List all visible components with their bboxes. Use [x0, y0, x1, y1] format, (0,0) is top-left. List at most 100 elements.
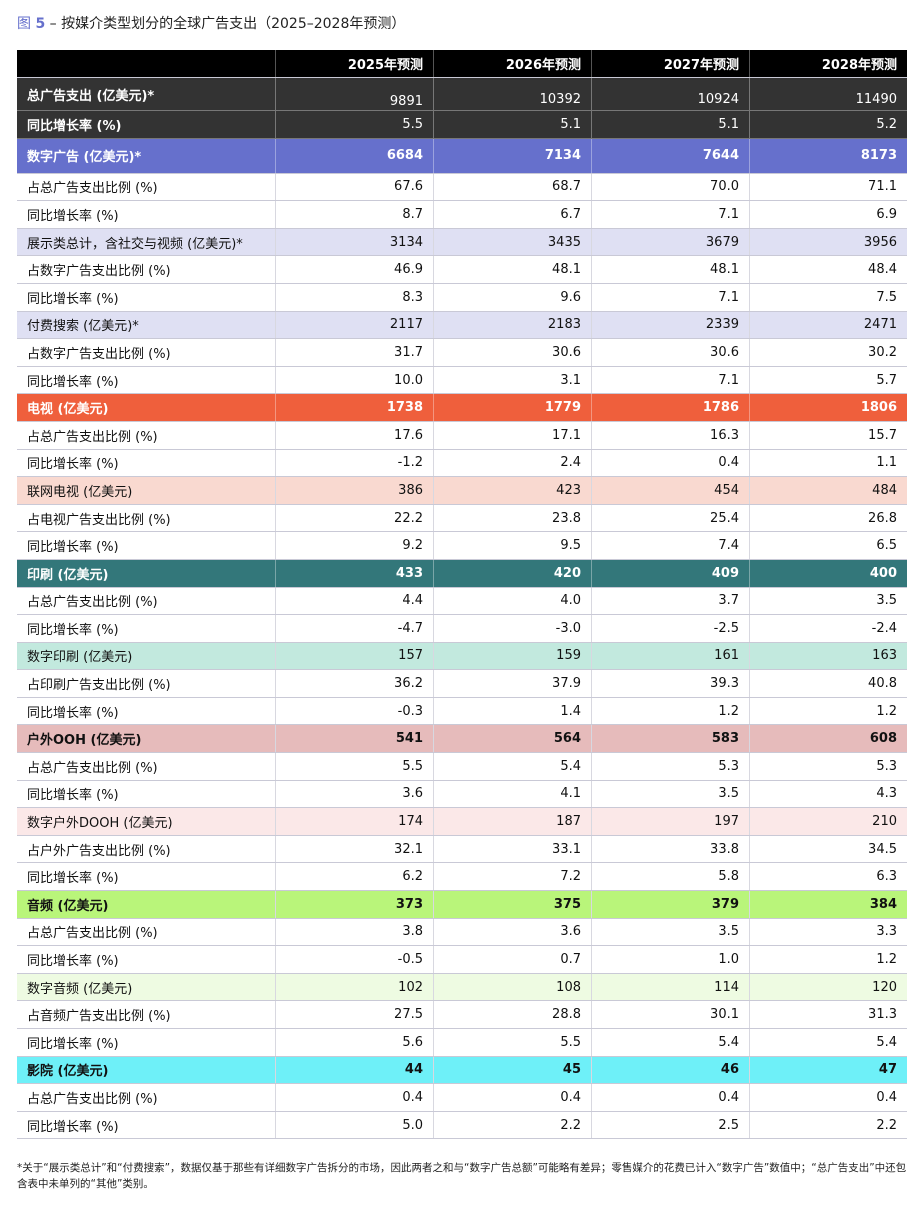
- table-row: 同比增长率 (%) 9.2 9.5 7.4 6.5: [17, 531, 907, 560]
- row-label: 户外OOH (亿美元): [17, 724, 276, 754]
- row-label: 同比增长率 (%): [17, 449, 276, 478]
- header-2026: 2026年预测: [433, 50, 592, 78]
- cell-2026: 420: [433, 559, 592, 588]
- cell-2027: 0.4: [591, 449, 750, 478]
- row-label: 同比增长率 (%): [17, 945, 276, 974]
- cell-2025: 10.0: [275, 366, 434, 395]
- table-row: 数字印刷 (亿美元) 157 159 161 163: [17, 642, 907, 671]
- cell-2026: 2183: [433, 311, 592, 340]
- cell-2026: 564: [433, 724, 592, 754]
- cell-2026: 68.7: [433, 173, 592, 202]
- cell-2026: -3.0: [433, 614, 592, 643]
- cell-2025: 32.1: [275, 835, 434, 864]
- table-row: 印刷 (亿美元) 433 420 409 400: [17, 559, 907, 588]
- cell-2025: 17.6: [275, 421, 434, 450]
- row-label: 占音频广告支出比例 (%): [17, 1000, 276, 1029]
- cell-2025: -1.2: [275, 449, 434, 478]
- cell-2028: 163: [749, 642, 907, 671]
- row-label: 数字广告 (亿美元)*: [17, 138, 276, 174]
- table-row: 同比增长率 (%) -0.3 1.4 1.2 1.2: [17, 697, 907, 726]
- table-row: 同比增长率 (%) 10.0 3.1 7.1 5.7: [17, 366, 907, 395]
- cell-2025: 6.2: [275, 862, 434, 892]
- cell-2027: 7.1: [591, 200, 750, 229]
- row-label: 同比增长率 (%): [17, 780, 276, 809]
- table-row: 同比增长率 (%) 5.6 5.5 5.4 5.4: [17, 1028, 907, 1057]
- cell-2027: 3679: [591, 228, 750, 257]
- table-row: 同比增长率 (%) -1.2 2.4 0.4 1.1: [17, 449, 907, 478]
- row-label: 占数字广告支出比例 (%): [17, 338, 276, 367]
- cell-2026: 30.6: [433, 338, 592, 367]
- row-label: 展示类总计，含社交与视频 (亿美元)*: [17, 228, 276, 257]
- cell-2027: 7644: [591, 138, 750, 174]
- table-row: 占电视广告支出比例 (%) 22.2 23.8 25.4 26.8: [17, 504, 907, 533]
- cell-2025: 2117: [275, 311, 434, 340]
- table-row: 数字音频 (亿美元) 102 108 114 120: [17, 973, 907, 1002]
- table-row: 同比增长率 (%) -0.5 0.7 1.0 1.2: [17, 945, 907, 974]
- cell-2026: 45: [433, 1056, 592, 1085]
- cell-2025: 3.6: [275, 780, 434, 809]
- cell-2026: 2.2: [433, 1111, 592, 1140]
- cell-2027: 1.0: [591, 945, 750, 974]
- row-label: 电视 (亿美元): [17, 393, 276, 422]
- cell-2026: 0.7: [433, 945, 592, 974]
- cell-2026: 7.2: [433, 862, 592, 892]
- row-label: 同比增长率 (%): [17, 531, 276, 560]
- row-label: 同比增长率 (%): [17, 862, 276, 892]
- cell-2026: 3435: [433, 228, 592, 257]
- cell-2028: 3.5: [749, 587, 907, 616]
- cell-2025: 3.8: [275, 918, 434, 947]
- cell-2025: 4.4: [275, 587, 434, 616]
- figure-title-text: – 按媒介类型划分的全球广告支出（2025–2028年预测）: [45, 16, 406, 32]
- cell-2028: 71.1: [749, 173, 907, 202]
- row-label: 印刷 (亿美元): [17, 559, 276, 588]
- cell-2028: 1.2: [749, 697, 907, 726]
- header-blank: [17, 50, 276, 78]
- cell-2028: 484: [749, 476, 907, 505]
- cell-2025: 541: [275, 724, 434, 754]
- cell-2026: 5.1: [433, 110, 592, 139]
- cell-2025: 67.6: [275, 173, 434, 202]
- cell-2028: 30.2: [749, 338, 907, 367]
- header-2027: 2027年预测: [591, 50, 750, 78]
- cell-2027: 16.3: [591, 421, 750, 450]
- cell-2026: 33.1: [433, 835, 592, 864]
- cell-2027: 10924: [591, 77, 750, 111]
- row-label: 联网电视 (亿美元): [17, 476, 276, 505]
- cell-2026: 375: [433, 890, 592, 919]
- cell-2026: 423: [433, 476, 592, 505]
- table-row: 占总广告支出比例 (%) 0.4 0.4 0.4 0.4: [17, 1083, 907, 1112]
- cell-2027: 5.4: [591, 1028, 750, 1057]
- table-row: 同比增长率 (%) -4.7 -3.0 -2.5 -2.4: [17, 614, 907, 643]
- cell-2028: 31.3: [749, 1000, 907, 1029]
- cell-2025: 44: [275, 1056, 434, 1085]
- cell-2026: 9.5: [433, 531, 592, 560]
- cell-2027: 48.1: [591, 255, 750, 284]
- cell-2025: 5.0: [275, 1111, 434, 1140]
- table-row: 电视 (亿美元) 1738 1779 1786 1806: [17, 393, 907, 422]
- table-row: 占总广告支出比例 (%) 3.8 3.6 3.5 3.3: [17, 918, 907, 947]
- cell-2025: 3134: [275, 228, 434, 257]
- cell-2028: 5.2: [749, 110, 907, 139]
- table-row: 同比增长率 (%) 8.3 9.6 7.1 7.5: [17, 283, 907, 312]
- cell-2028: 120: [749, 973, 907, 1002]
- row-label: 同比增长率 (%): [17, 1028, 276, 1057]
- cell-2028: 15.7: [749, 421, 907, 450]
- row-label: 占数字广告支出比例 (%): [17, 255, 276, 284]
- cell-2028: 384: [749, 890, 907, 919]
- cell-2025: 5.5: [275, 110, 434, 139]
- row-label: 占电视广告支出比例 (%): [17, 504, 276, 533]
- cell-2025: 102: [275, 973, 434, 1002]
- cell-2025: 174: [275, 807, 434, 836]
- table-row: 占总广告支出比例 (%) 5.5 5.4 5.3 5.3: [17, 752, 907, 781]
- cell-2025: 0.4: [275, 1083, 434, 1112]
- cell-2025: 31.7: [275, 338, 434, 367]
- row-label: 占总广告支出比例 (%): [17, 421, 276, 450]
- cell-2028: 47: [749, 1056, 907, 1085]
- cell-2026: 187: [433, 807, 592, 836]
- cell-2028: 608: [749, 724, 907, 754]
- cell-2027: 7.4: [591, 531, 750, 560]
- cell-2027: 1786: [591, 393, 750, 422]
- cell-2028: 210: [749, 807, 907, 836]
- row-label: 总广告支出 (亿美元)*: [17, 77, 276, 111]
- cell-2027: 114: [591, 973, 750, 1002]
